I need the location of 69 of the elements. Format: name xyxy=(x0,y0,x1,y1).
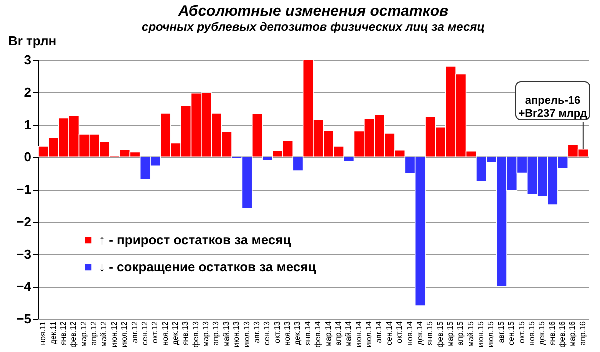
x-tick-label: апр.15 xyxy=(456,320,466,346)
x-tick-label: янв.15 xyxy=(426,320,435,346)
x-tick-label: дек.13 xyxy=(293,320,302,346)
x-tick-label: янв.14 xyxy=(303,320,312,346)
annotation: апрель-16 +Br237 млрд xyxy=(518,95,588,120)
y-tick-label: 3 xyxy=(24,52,32,68)
x-tick-label: мар.16 xyxy=(568,320,578,348)
chart-subtitle: срочных рублевых депозитов физических лиц за месяц xyxy=(142,20,486,34)
x-tick-label: июл.14 xyxy=(364,320,374,348)
x-tick-label: авг.14 xyxy=(374,320,384,344)
x-tick-label: июн.12 xyxy=(110,320,119,348)
x-tick-label: июн.14 xyxy=(354,320,364,348)
x-tick-label: окт.15 xyxy=(517,320,526,344)
y-tick-label: 2 xyxy=(24,84,32,100)
y-tick-label: −3 xyxy=(16,246,32,262)
x-tick-label: май.14 xyxy=(344,320,354,348)
x-tick-label: дек.14 xyxy=(415,320,424,346)
y-tick-label: −4 xyxy=(16,279,32,294)
x-tick-label: авг.13 xyxy=(252,320,262,344)
x-tick-label: янв.16 xyxy=(548,320,557,346)
x-tick-label: окт.14 xyxy=(395,320,404,344)
x-tick-label: янв.12 xyxy=(58,320,68,346)
x-tick-label: ноя.11 xyxy=(38,320,48,346)
x-tick-label: июн.15 xyxy=(476,320,486,348)
x-tick-label: июл.12 xyxy=(120,320,130,348)
legend-label: ↓ - сокращение остатков за месяц xyxy=(99,260,316,274)
x-tick-label: ноя.14 xyxy=(405,320,414,346)
x-tick-label: мар.15 xyxy=(446,320,455,348)
x-tick-label: июл.13 xyxy=(242,320,252,348)
legend-label: ↑ - прирост остатков за месяц xyxy=(99,232,292,248)
x-tick-label: апр.12 xyxy=(90,320,99,346)
x-tick-label: фев.12 xyxy=(69,320,78,348)
x-tick-label: дек.12 xyxy=(171,320,180,346)
y-axis-title: Br трлн xyxy=(8,34,57,48)
x-tick-label: ноя.13 xyxy=(283,320,292,346)
x-tick-label: дек.11 xyxy=(48,320,58,345)
x-tick-label: окт.13 xyxy=(272,320,282,344)
x-tick-label: май.12 xyxy=(100,320,109,348)
chart-title: Абсолютные изменения остатков xyxy=(177,3,449,20)
x-tick-label: сен.13 xyxy=(262,320,272,346)
x-tick-label: авг.15 xyxy=(496,320,506,344)
y-tick-label: 0 xyxy=(24,150,32,165)
x-tick-label: фев.16 xyxy=(558,320,568,348)
y-tick-label: −2 xyxy=(16,214,32,230)
x-tick-label: апр.16 xyxy=(578,320,588,346)
x-tick-label: май.13 xyxy=(222,320,231,348)
x-tick-label: окт.12 xyxy=(150,320,160,344)
y-tick-label: 1 xyxy=(24,117,32,132)
x-tick-label: янв.13 xyxy=(181,320,190,346)
x-tick-label: сен.14 xyxy=(384,320,394,346)
x-tick-label: июл.15 xyxy=(486,320,496,348)
x-tick-label: мар.12 xyxy=(79,320,88,348)
x-tick-label: дек.15 xyxy=(538,320,547,346)
x-tick-label: апр.14 xyxy=(334,320,343,346)
x-tick-label: авг.12 xyxy=(130,320,140,344)
y-tick-label: −1 xyxy=(16,182,32,197)
x-tick-label: фев.14 xyxy=(314,320,323,348)
x-tick-label: апр.13 xyxy=(212,320,221,346)
x-tick-label: ноя.15 xyxy=(527,320,536,346)
x-tick-label: сен.12 xyxy=(140,320,150,346)
x-tick-label: июн.13 xyxy=(232,320,242,348)
x-tick-label: фев.15 xyxy=(436,320,445,348)
x-tick-label: мар.14 xyxy=(324,320,333,348)
x-tick-label: фев.13 xyxy=(191,320,200,348)
x-tick-label: май.15 xyxy=(466,320,476,348)
x-tick-label: ноя.12 xyxy=(160,320,170,346)
x-tick-label: сен.15 xyxy=(507,320,516,346)
x-tick-label: мар.13 xyxy=(202,320,211,348)
y-tick-label: −5 xyxy=(16,312,32,326)
